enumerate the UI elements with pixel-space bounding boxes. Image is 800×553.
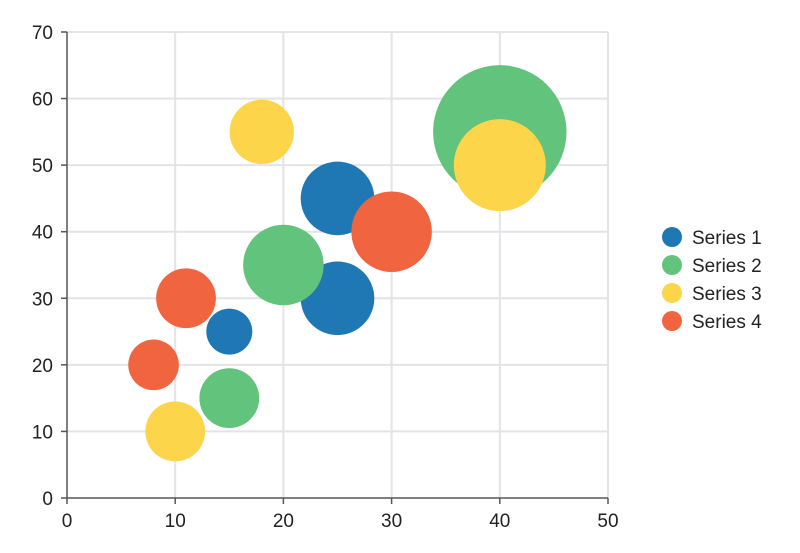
legend-label: Series 3 [692,284,762,305]
legend-label: Series 2 [692,256,762,277]
x-tick-label: 40 [489,511,510,532]
bubble-series-3-point-2[interactable] [229,99,294,165]
y-tick-label: 70 [32,23,53,44]
legend-item-series-4[interactable]: Series 4 [662,311,762,333]
bubble-series-4-point-2[interactable] [156,268,216,329]
bubble-series-2-point-2[interactable] [243,224,324,306]
bubble-series-4-point-3[interactable] [351,191,432,272]
x-tick-label: 0 [62,511,73,532]
legend-item-series-2[interactable]: Series 2 [662,255,762,277]
axes: 0 10 20 30 40 50 0 10 20 30 40 50 60 70 [32,23,619,532]
y-tick-label: 10 [32,422,53,443]
x-tick-label: 20 [273,511,294,532]
legend-item-series-3[interactable]: Series 3 [662,283,762,305]
y-tick-label: 40 [32,223,53,244]
x-tick-label: 30 [381,511,402,532]
bubble-series-4-point-1[interactable] [128,339,179,391]
legend-marker [662,255,682,275]
y-tick-label: 30 [32,289,53,310]
legend-marker [662,227,682,247]
bubble-series-1-point-1[interactable] [206,308,253,355]
y-tick-label: 20 [32,356,53,377]
bubble-series-3-point-3[interactable] [453,119,546,212]
legend-marker [662,311,682,331]
legend: Series 1 Series 2 Series 3 Series 4 [662,227,762,333]
x-tick-label: 50 [597,511,618,532]
legend-item-series-1[interactable]: Series 1 [662,227,762,249]
bubble-series-3-point-1[interactable] [145,401,206,462]
x-tick-label: 10 [165,511,186,532]
legend-label: Series 4 [692,312,762,333]
legend-label: Series 1 [692,228,762,249]
bubble-series-2-point-1[interactable] [199,368,260,429]
y-tick-label: 50 [32,156,53,177]
y-tick-label: 60 [32,90,53,111]
legend-marker [662,283,682,303]
bubbles [128,65,567,462]
y-tick-label: 0 [42,489,53,510]
